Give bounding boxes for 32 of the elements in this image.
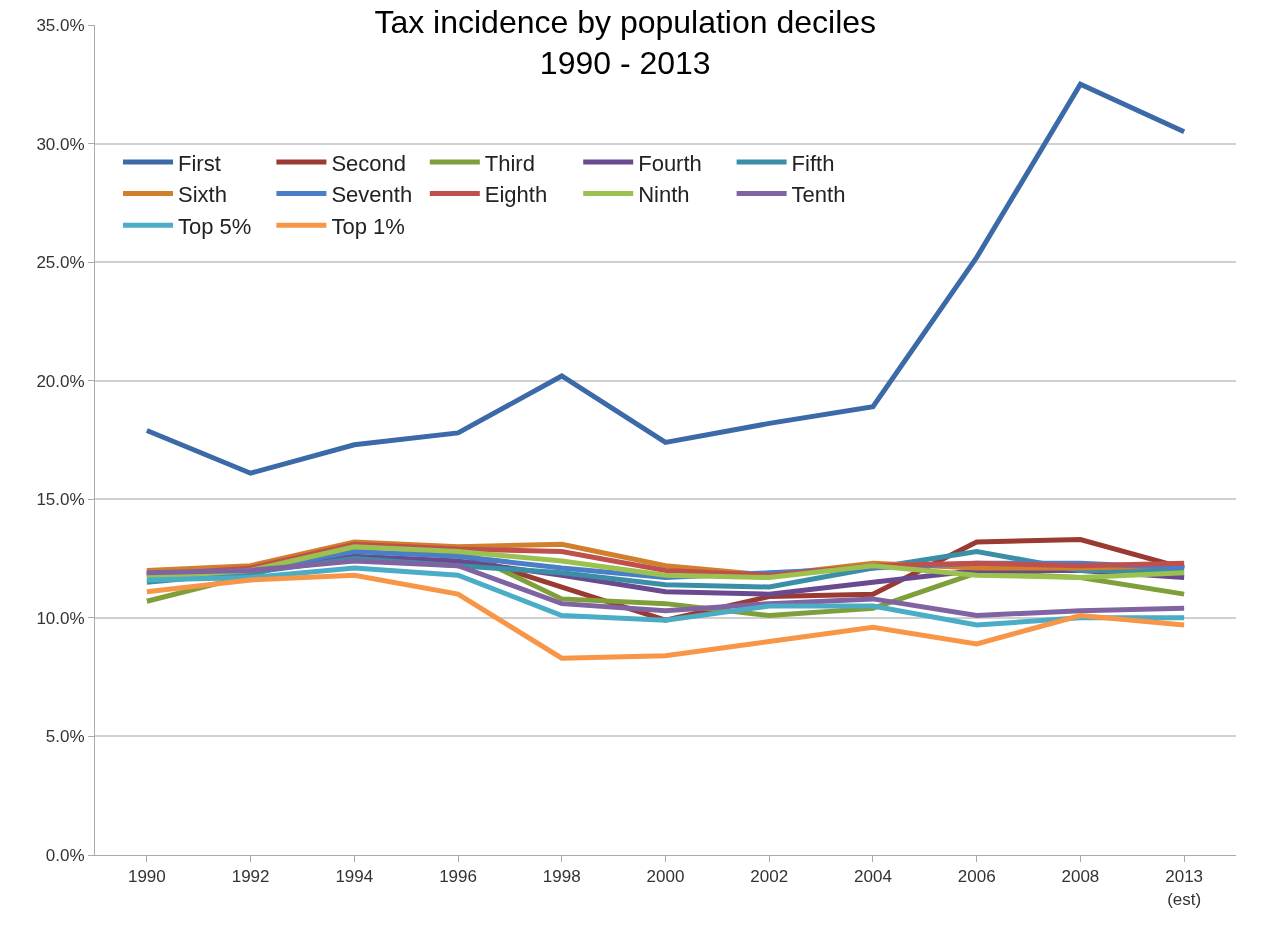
legend-label: Second: [331, 150, 407, 176]
legend-label: Eighth: [484, 182, 548, 208]
legend-label: Third: [484, 150, 535, 176]
y-tick-label: 5.0%: [45, 727, 85, 747]
legend-label: Fourth: [638, 150, 702, 176]
x-tick-label: 1994: [335, 867, 374, 887]
legend-label: Ninth: [638, 182, 690, 208]
legend-label: Fifth: [791, 150, 835, 176]
y-tick-label: 0.0%: [45, 845, 85, 865]
legend-label: Top 1%: [331, 213, 405, 239]
x-tick-label: 2002: [750, 867, 789, 887]
legend-label: Seventh: [331, 182, 413, 208]
legend-label: Sixth: [178, 182, 227, 208]
y-tick-label: 10.0%: [36, 608, 85, 628]
x-tick-label: 1996: [439, 867, 477, 887]
legend-label: Top 5%: [178, 213, 252, 239]
y-tick-label: 35.0%: [36, 15, 85, 35]
x-tick-label: 2008: [1061, 867, 1100, 887]
x-tick-label: 1990: [127, 867, 166, 887]
x-tick-label: 2013 (est): [1165, 867, 1204, 909]
chart-title: Tax incidence by population deciles 1990 - 2013: [374, 3, 877, 82]
y-tick-label: 30.0%: [36, 134, 85, 154]
x-tick-label: 1992: [231, 867, 270, 887]
x-tick-label: 2004: [854, 867, 892, 887]
x-tick-label: 1998: [542, 867, 581, 887]
y-tick-label: 15.0%: [36, 490, 85, 510]
x-tick-label: 2006: [957, 867, 996, 887]
x-tick-label: 2000: [646, 867, 685, 887]
y-tick-label: 20.0%: [36, 371, 85, 391]
legend-label: Tenth: [791, 182, 846, 208]
y-tick-label: 25.0%: [36, 253, 85, 273]
legend-label: First: [178, 150, 221, 176]
